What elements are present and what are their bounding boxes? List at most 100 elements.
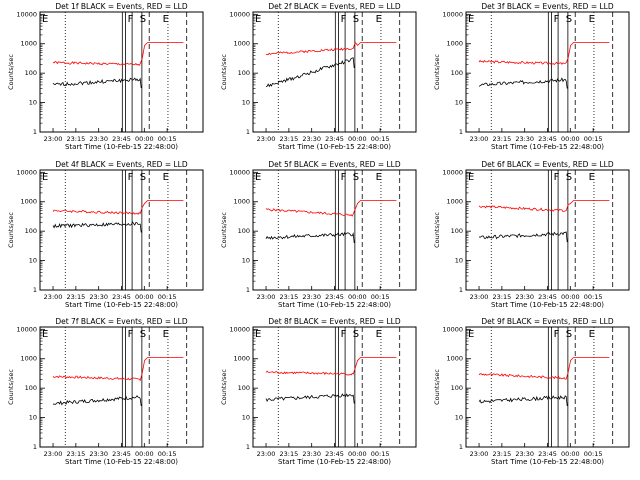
y-tick-label: 100: [238, 384, 250, 392]
y-tick-label: 1000: [446, 40, 463, 48]
y-axis-label: Counts/sec: [433, 369, 441, 405]
x-tick-label: 23:45: [112, 450, 131, 458]
event-marker-letter: E: [589, 329, 595, 340]
x-tick-label: 23:30: [89, 135, 108, 143]
event-marker-letter: E: [163, 172, 169, 183]
plot-frame: [465, 169, 630, 291]
y-tick-label: 10000: [442, 325, 463, 333]
y-axis-label: Counts/sec: [220, 212, 228, 248]
plot-frame: [252, 11, 417, 133]
y-tick-label: 10: [242, 99, 250, 107]
series-lld-line: [52, 200, 184, 215]
y-tick-label: 10: [29, 257, 37, 265]
event-marker-letter: S: [140, 329, 146, 340]
x-axis-label: Start Time (10-Feb-15 22:48:00): [491, 458, 604, 466]
event-marker-letter: S: [140, 14, 146, 25]
event-marker-letter: S: [353, 172, 359, 183]
y-tick-label: 1000: [233, 355, 250, 363]
y-tick-label: 1: [246, 443, 250, 451]
series-events-line: [478, 77, 568, 89]
x-axis-label: Start Time (10-Feb-15 22:48:00): [65, 143, 178, 151]
y-tick-label: 100: [25, 69, 37, 77]
y-tick-label: 100: [451, 227, 463, 235]
x-tick-label: 00:15: [158, 135, 177, 143]
subplot-det-6: Det 6f BLACK = Events, RED = LLD 1 10 100 10…: [433, 160, 630, 309]
x-tick-label: 00:15: [371, 135, 390, 143]
series-events-line: [265, 57, 355, 88]
event-marker-letter: S: [353, 329, 359, 340]
subplot-title: Det 5f BLACK = Events, RED = LLD: [268, 160, 401, 169]
y-tick-label: 1000: [20, 355, 37, 363]
y-tick-label: 10: [455, 99, 463, 107]
x-tick-label: 00:15: [371, 450, 390, 458]
y-axis-label: Counts/sec: [433, 54, 441, 90]
subplot-det-4: Det 4f BLACK = Events, RED = LLD 1 10 100 10…: [7, 160, 204, 309]
y-tick-label: 100: [25, 227, 37, 235]
y-tick-label: 10: [29, 414, 37, 422]
y-tick-label: 10000: [229, 325, 250, 333]
series-lld-line: [478, 200, 610, 213]
event-marker-letter: F: [554, 172, 560, 183]
subplot-det-7: Det 7f BLACK = Events, RED = LLD 1 10 100 10…: [7, 317, 204, 466]
y-tick-label: 10: [455, 257, 463, 265]
series-lld-line: [265, 200, 397, 217]
subplot-det-3: Det 3f BLACK = Events, RED = LLD 1 10 100 10…: [433, 2, 630, 151]
subplot-det-1: Det 1f BLACK = Events, RED = LLD 1 10 100 10…: [7, 2, 204, 151]
x-tick-label: 23:00: [470, 135, 489, 143]
event-marker-letter: F: [341, 172, 347, 183]
series-events-line: [478, 395, 568, 406]
x-tick-label: 23:45: [538, 293, 557, 301]
y-tick-label: 10: [455, 414, 463, 422]
subplot-title: Det 1f BLACK = Events, RED = LLD: [55, 2, 188, 11]
x-tick-label: 23:30: [89, 293, 108, 301]
y-tick-label: 100: [451, 384, 463, 392]
x-axis-label: Start Time (10-Feb-15 22:48:00): [278, 301, 391, 309]
x-tick-label: 00:00: [135, 450, 154, 458]
event-marker-letter: S: [140, 172, 146, 183]
y-tick-label: 1: [459, 128, 463, 136]
x-tick-label: 23:45: [112, 135, 131, 143]
event-marker-letter: E: [255, 329, 261, 340]
event-marker-letter: E: [42, 14, 48, 25]
x-tick-label: 00:15: [158, 450, 177, 458]
y-tick-label: 10000: [16, 168, 37, 176]
x-tick-label: 00:15: [584, 293, 603, 301]
event-marker-letter: E: [468, 329, 474, 340]
x-tick-label: 00:00: [561, 293, 580, 301]
event-marker-letter: F: [128, 329, 134, 340]
x-tick-label: 00:00: [348, 293, 367, 301]
x-tick-label: 00:15: [371, 293, 390, 301]
x-tick-label: 23:45: [325, 450, 344, 458]
x-tick-label: 23:30: [302, 450, 321, 458]
y-tick-label: 100: [238, 69, 250, 77]
x-tick-label: 23:30: [515, 450, 534, 458]
x-tick-label: 23:15: [66, 450, 85, 458]
x-tick-label: 00:00: [348, 450, 367, 458]
series-lld-line: [478, 42, 610, 66]
x-axis-label: Start Time (10-Feb-15 22:48:00): [65, 301, 178, 309]
event-marker-letter: E: [376, 329, 382, 340]
x-tick-label: 23:45: [325, 293, 344, 301]
subplot-det-2: Det 2f BLACK = Events, RED = LLD 1 10 100 10…: [220, 2, 417, 151]
event-marker-letter: E: [589, 172, 595, 183]
y-tick-label: 1000: [446, 198, 463, 206]
y-axis-label: Counts/sec: [220, 54, 228, 90]
y-tick-label: 10: [242, 414, 250, 422]
y-axis-label: Counts/sec: [7, 54, 15, 90]
x-tick-label: 00:00: [135, 135, 154, 143]
x-tick-label: 23:30: [89, 450, 108, 458]
plot-frame: [39, 326, 204, 448]
x-tick-label: 23:45: [538, 135, 557, 143]
x-tick-label: 23:45: [538, 450, 557, 458]
x-axis-label: Start Time (10-Feb-15 22:48:00): [278, 143, 391, 151]
plot-frame: [252, 326, 417, 448]
event-marker-letter: S: [566, 329, 572, 340]
y-tick-label: 1: [33, 443, 37, 451]
x-axis-label: Start Time (10-Feb-15 22:48:00): [65, 458, 178, 466]
y-tick-label: 1: [246, 286, 250, 294]
x-tick-label: 23:15: [279, 293, 298, 301]
x-tick-label: 23:15: [279, 135, 298, 143]
subplot-title: Det 8f BLACK = Events, RED = LLD: [268, 317, 401, 326]
y-tick-label: 10000: [229, 10, 250, 18]
